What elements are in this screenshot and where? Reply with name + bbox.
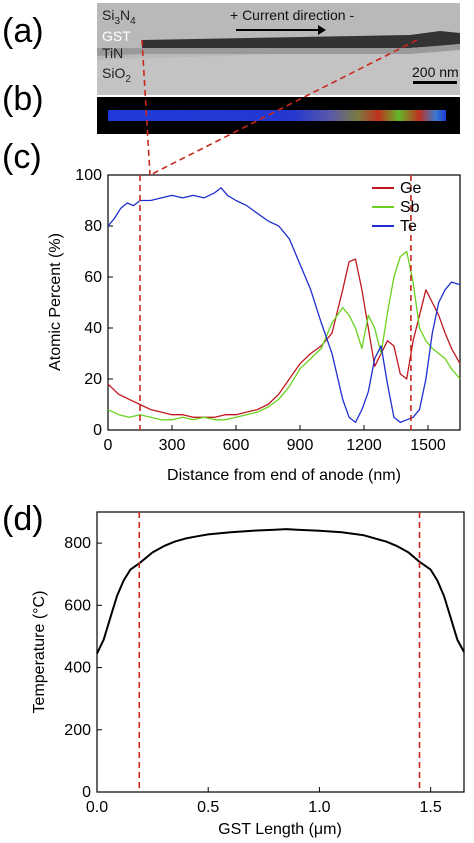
y-tick-label: 200 — [64, 722, 91, 739]
panel-label-c: (c) — [2, 138, 42, 176]
tem-label-si3n4: Si3N4 — [102, 7, 136, 27]
current-arrowhead — [318, 25, 326, 35]
legend-label: Ge — [400, 180, 421, 197]
eds-map — [97, 97, 460, 134]
series-line-ge — [107, 258, 461, 418]
boundary-markers — [139, 39, 418, 430]
y-tick-label: 80 — [84, 218, 102, 235]
panel-label-a: (a) — [2, 12, 44, 50]
plot-frame — [107, 174, 461, 431]
x-axis-label: Distance from end of anode (nm) — [167, 467, 401, 484]
tem-sio2-region — [97, 48, 460, 95]
y-tick-label: 0 — [93, 422, 102, 439]
y-tick-label: 800 — [64, 535, 91, 552]
y-tick-label: 60 — [84, 269, 102, 286]
y-axis-label: Atomic Percent (%) — [47, 233, 64, 371]
x-tick-label: 0.5 — [197, 799, 219, 816]
y-tick-label: 400 — [64, 660, 91, 677]
legend: Ge Sb Te — [372, 180, 421, 235]
tem-label-tin: TiN — [102, 45, 123, 61]
panel-label-b: (b) — [2, 80, 44, 118]
y-tick-label: 20 — [84, 371, 102, 388]
series-lines — [96, 528, 465, 655]
temperature-chart: 0 200 400 600 800 0.0 0.5 1.0 1.5 GST Length (μ… — [31, 511, 465, 838]
y-axis: 0 200 400 600 800 — [64, 535, 102, 801]
scalebar-label: 200 nm — [412, 64, 459, 80]
tem-label-sio2: SiO2 — [102, 65, 131, 85]
x-tick-label: 1.5 — [420, 799, 442, 816]
tem-tin-layer — [97, 44, 460, 56]
eds-strip — [108, 110, 446, 121]
x-tick-label: 0.0 — [86, 799, 108, 816]
x-tick-label: 300 — [159, 437, 186, 454]
panel-label-d: (d) — [2, 500, 44, 538]
y-tick-label: 0 — [82, 784, 91, 801]
x-axis: 0 300 600 900 1200 1500 — [104, 425, 446, 454]
x-tick-label: 1.0 — [308, 799, 330, 816]
tem-image: Si3N4 GST TiN SiO2 + Current direction -… — [97, 3, 460, 95]
boundary-markers — [138, 512, 421, 792]
legend-label: Te — [400, 218, 417, 235]
x-tick-label: 1500 — [410, 437, 446, 454]
legend-label: Sb — [400, 199, 420, 216]
composition-chart: 0 20 40 60 80 100 0 300 600 900 1200 1500 Ge Sb Te D… — [47, 39, 461, 484]
y-axis: 0 20 40 60 80 100 — [75, 167, 113, 439]
x-axis: 0.0 0.5 1.0 1.5 — [86, 787, 442, 816]
y-tick-label: 600 — [64, 597, 91, 614]
x-axis-label: GST Length (μm) — [218, 821, 342, 838]
x-tick-label: 900 — [287, 437, 314, 454]
series-lines — [107, 187, 461, 424]
y-tick-label: 100 — [75, 167, 102, 184]
y-axis-label: Temperature (°C) — [31, 591, 48, 714]
tem-label-gst: GST — [102, 28, 131, 44]
series-line-temperature — [96, 528, 465, 655]
current-direction-label: + Current direction - — [230, 7, 354, 23]
x-tick-label: 1200 — [346, 437, 382, 454]
x-tick-label: 0 — [104, 437, 113, 454]
boundary-marker-line — [141, 39, 151, 176]
tem-gst-strip — [142, 31, 460, 48]
series-line-te — [107, 187, 461, 424]
y-tick-label: 40 — [84, 320, 102, 337]
series-line-sb — [107, 250, 461, 421]
x-tick-label: 600 — [223, 437, 250, 454]
tem-scalebar — [413, 81, 457, 84]
